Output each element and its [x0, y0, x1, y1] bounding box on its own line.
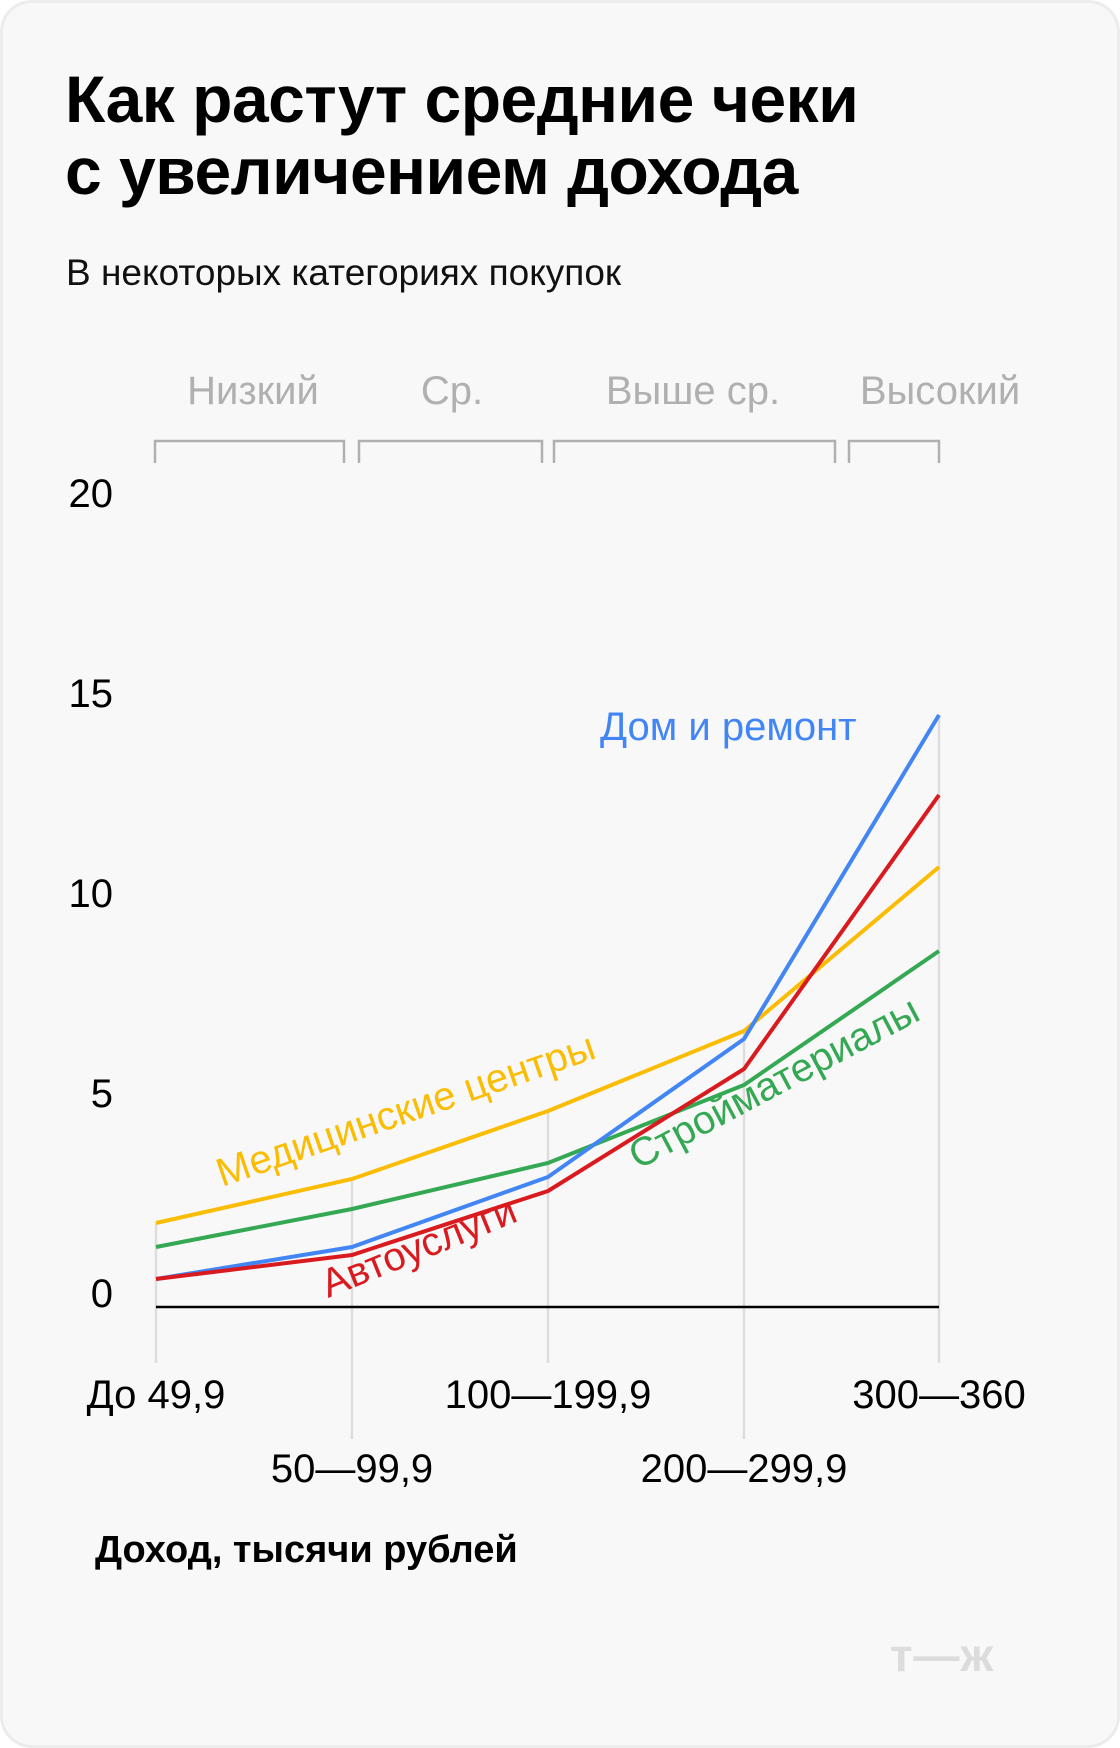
series-label: Медицинские центры — [211, 1024, 601, 1195]
x-tick-label: 100—199,9 — [445, 1373, 652, 1417]
y-tick-label: 0 — [91, 1272, 113, 1316]
tj-logo: т—ж — [890, 1629, 995, 1681]
chart-title: Как растут средние чеки с увеличением до… — [65, 63, 1065, 207]
y-axis-ticks: 0 5 10 15 20 — [69, 472, 114, 1316]
y-tick-label: 10 — [69, 872, 114, 916]
data-series — [155, 713, 941, 1281]
x-tick-label: 200—299,9 — [641, 1447, 848, 1491]
series-label: Стройматериалы — [622, 988, 927, 1178]
series-label: Дом и ремонт — [600, 705, 857, 749]
y-tick-label: 15 — [69, 672, 114, 716]
x-tick-label: До 49,9 — [87, 1373, 226, 1417]
group-bracket — [847, 439, 941, 463]
x-tick-label: 300—360 — [852, 1373, 1025, 1417]
y-tick-label: 5 — [91, 1072, 113, 1116]
group-bracket — [153, 439, 346, 463]
series-line — [155, 713, 941, 1281]
y-tick-label: 20 — [69, 472, 114, 516]
group-bracket — [552, 439, 837, 463]
x-axis-title: Доход, тысячи рублей — [95, 1529, 518, 1571]
chart-subtitle: В некоторых категориях покупок — [66, 252, 622, 293]
group-label: Низкий — [187, 369, 319, 413]
title-line-2: с увеличением дохода — [65, 134, 798, 208]
group-bracket — [357, 439, 544, 463]
series-line — [155, 793, 941, 1281]
x-tick-label: 50—99,9 — [271, 1447, 433, 1491]
income-group-brackets: Низкий Ср. Выше ср. Высокий — [153, 369, 1020, 463]
group-label: Ср. — [421, 369, 483, 413]
group-label: Высокий — [860, 369, 1020, 413]
title-line-1: Как растут средние чеки — [65, 62, 859, 136]
series-line — [155, 949, 941, 1249]
group-label: Выше ср. — [606, 369, 780, 413]
